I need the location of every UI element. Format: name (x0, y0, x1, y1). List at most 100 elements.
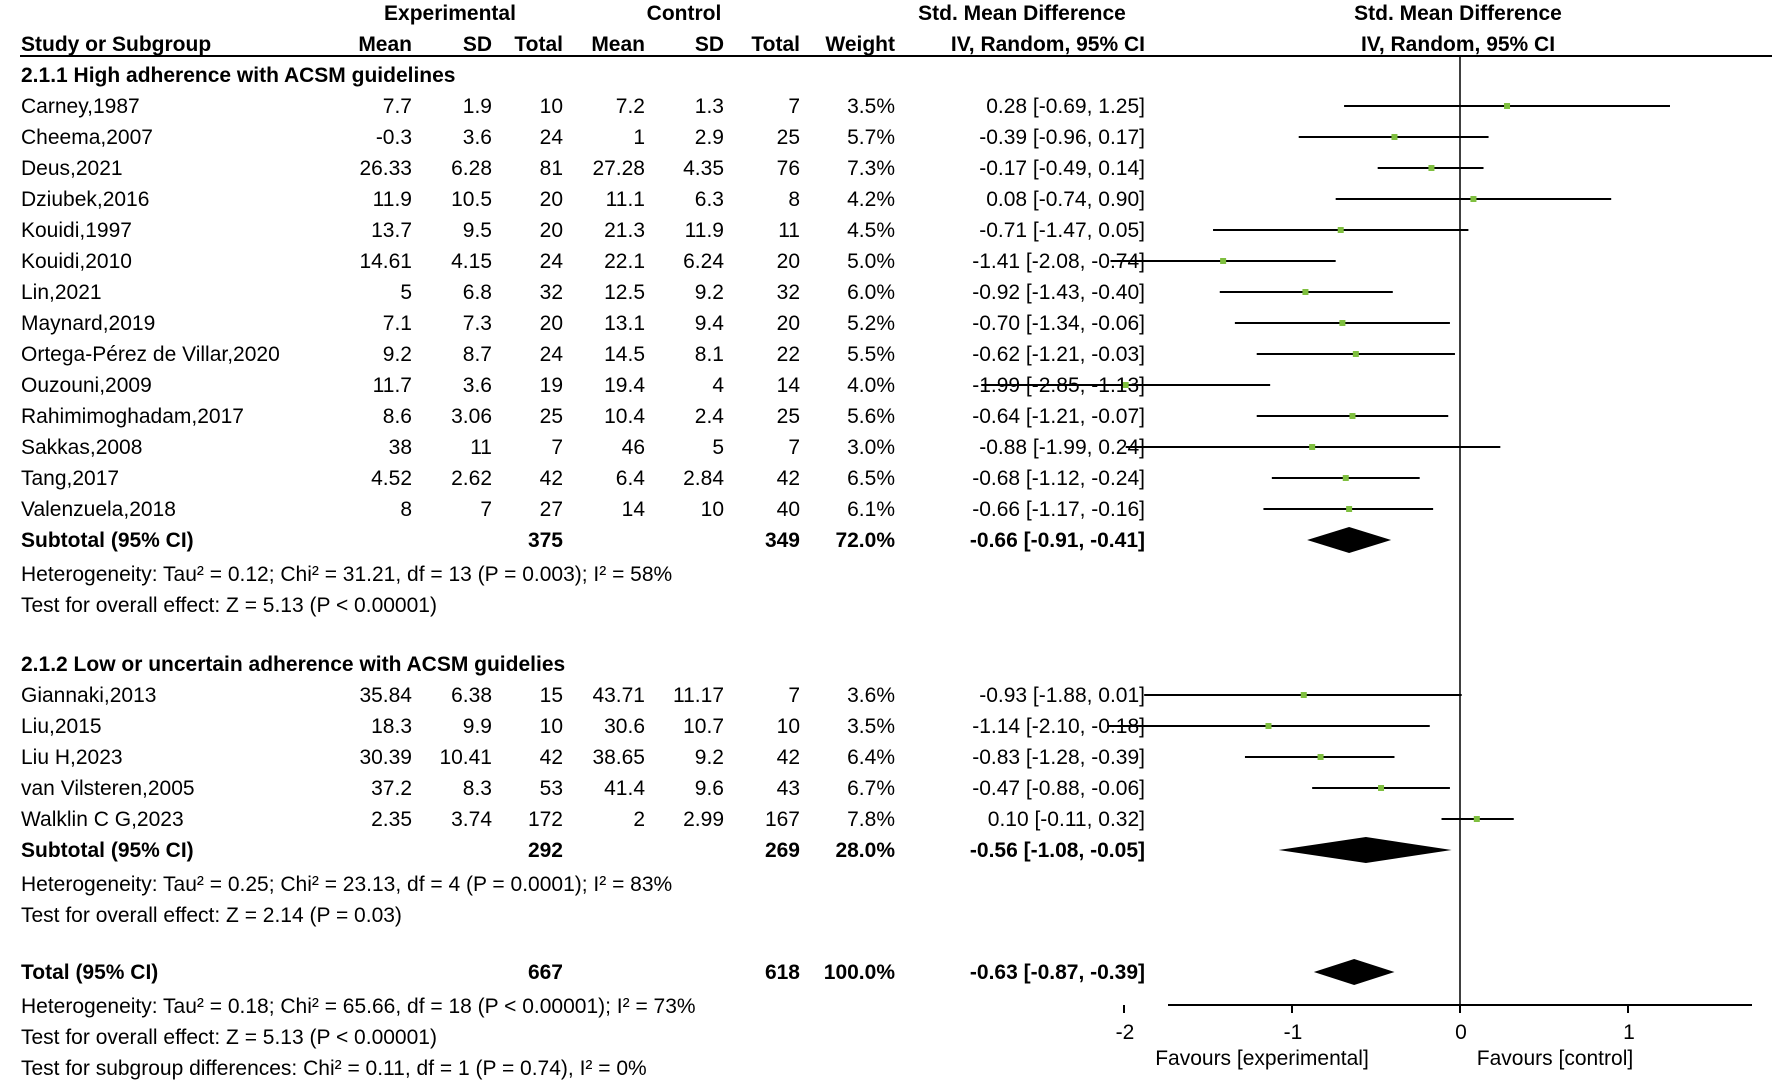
header-ci-plot: IV, Random, 95% CI (1360, 33, 1556, 56)
study-estimate-point (1339, 320, 1346, 326)
study-mean-c: 14.5 (604, 343, 645, 366)
study-weight: 5.6% (847, 405, 895, 428)
study-ci: -0.62 [-1.21, -0.03] (972, 343, 1145, 366)
study-n-c: 20 (776, 312, 800, 335)
study-name: Ouzouni,2009 (21, 374, 152, 397)
header-mean-e: Mean (358, 33, 412, 56)
study-n-e: 32 (539, 281, 563, 304)
study-sd-e: 8.7 (462, 343, 492, 366)
study-n-e: 42 (539, 746, 563, 769)
study-weight: 7.8% (847, 808, 895, 831)
study-estimate-point (1300, 692, 1307, 698)
study-n-e: 42 (539, 467, 563, 490)
study-n-c: 11 (778, 219, 800, 242)
header-total-c: Total (751, 33, 800, 56)
study-estimate-point (1309, 444, 1316, 450)
study-name: Valenzuela,2018 (21, 498, 176, 521)
study-sd-e: 9.9 (462, 715, 492, 738)
study-ci: -0.68 [-1.12, -0.24] (972, 467, 1145, 490)
study-name: Liu H,2023 (21, 746, 123, 769)
study-name: Tang,2017 (21, 467, 120, 490)
study-sd-e: 3.06 (451, 405, 492, 428)
study-n-e: 53 (539, 777, 563, 800)
study-sd-e: 7 (480, 498, 492, 521)
study-sd-c: 1.3 (694, 95, 724, 118)
study-mean-c: 1 (633, 126, 645, 149)
study-sd-c: 2.84 (683, 467, 724, 490)
study-ci: -0.93 [-1.88, 0.01] (979, 684, 1145, 707)
study-sd-e: 8.3 (462, 777, 492, 800)
study-ci: -0.39 [-0.96, 0.17] (979, 126, 1145, 149)
study-mean-e: -0.3 (375, 126, 412, 149)
heterogeneity-text: Heterogeneity: Tau² = 0.25; Chi² = 23.13… (21, 873, 673, 896)
study-mean-c: 13.1 (604, 312, 645, 335)
study-sd-c: 4.35 (683, 157, 724, 180)
study-ci: -0.66 [-1.17, -0.16] (972, 498, 1145, 521)
study-sd-e: 9.5 (462, 219, 492, 242)
study-weight: 5.5% (847, 343, 895, 366)
study-weight: 5.2% (847, 312, 895, 335)
study-mean-c: 41.4 (604, 777, 645, 800)
study-estimate-point (1470, 196, 1477, 202)
study-weight: 7.3% (847, 157, 895, 180)
header-sd-c: SD (694, 33, 724, 56)
study-name: Dziubek,2016 (21, 188, 150, 211)
study-ci: -0.71 [-1.47, 0.05] (979, 219, 1145, 242)
study-n-c: 7 (788, 95, 800, 118)
total-weight: 100.0% (823, 961, 895, 984)
study-weight: 6.7% (847, 777, 895, 800)
study-mean-e: 8 (400, 498, 412, 521)
study-estimate-point (1265, 723, 1272, 729)
total-overall-effect-text: Test for overall effect: Z = 5.13 (P < 0… (21, 1026, 437, 1049)
study-n-c: 7 (788, 684, 800, 707)
study-sd-e: 1.9 (462, 95, 492, 118)
study-name: Maynard,2019 (21, 312, 156, 335)
study-mean-e: 9.2 (382, 343, 412, 366)
header-study: Study or Subgroup (21, 33, 212, 56)
study-mean-e: 7.7 (382, 95, 412, 118)
study-estimate-point (1122, 382, 1129, 388)
study-mean-c: 19.4 (604, 374, 645, 397)
study-sd-e: 10.5 (451, 188, 492, 211)
study-ci: -0.92 [-1.43, -0.40] (972, 281, 1145, 304)
subtotal-label: Subtotal (95% CI) (21, 529, 194, 552)
study-n-e: 27 (539, 498, 563, 521)
study-n-c: 8 (788, 188, 800, 211)
study-sd-e: 3.6 (462, 374, 492, 397)
study-n-c: 76 (776, 157, 800, 180)
study-n-e: 24 (539, 343, 563, 366)
study-estimate-point (1473, 816, 1480, 822)
study-sd-e: 4.15 (451, 250, 492, 273)
study-ci: 0.08 [-0.74, 0.90] (986, 188, 1145, 211)
subtotal-ci: -0.56 [-1.08, -0.05] (969, 839, 1145, 862)
study-mean-e: 7.1 (382, 312, 412, 335)
favours-experimental-label: Favours [experimental] (1155, 1047, 1369, 1070)
study-mean-c: 6.4 (615, 467, 645, 490)
study-n-c: 25 (776, 405, 800, 428)
study-n-c: 20 (776, 250, 800, 273)
study-mean-c: 30.6 (604, 715, 645, 738)
study-name: Kouidi,1997 (21, 219, 132, 242)
study-name: Giannaki,2013 (21, 684, 157, 707)
study-estimate-point (1337, 227, 1344, 233)
subtotal-n-e: 375 (527, 529, 563, 552)
header-control: Control (646, 2, 722, 25)
header-mean-c: Mean (591, 33, 645, 56)
study-sd-e: 6.8 (462, 281, 492, 304)
subtotal-diamond (1307, 527, 1392, 553)
subtotal-weight: 28.0% (835, 839, 895, 862)
study-n-c: 25 (776, 126, 800, 149)
study-n-e: 10 (539, 715, 563, 738)
study-n-e: 10 (539, 95, 563, 118)
study-sd-c: 2.9 (694, 126, 724, 149)
subtotal-n-c: 269 (764, 839, 800, 862)
study-mean-c: 46 (621, 436, 645, 459)
overall-effect-text: Test for overall effect: Z = 5.13 (P < 0… (21, 594, 437, 617)
study-weight: 4.2% (847, 188, 895, 211)
study-name: Sakkas,2008 (21, 436, 143, 459)
study-n-c: 40 (776, 498, 800, 521)
study-n-e: 24 (539, 250, 563, 273)
subtotal-diamond (1278, 837, 1452, 863)
study-n-c: 14 (776, 374, 800, 397)
study-sd-c: 8.1 (694, 343, 724, 366)
